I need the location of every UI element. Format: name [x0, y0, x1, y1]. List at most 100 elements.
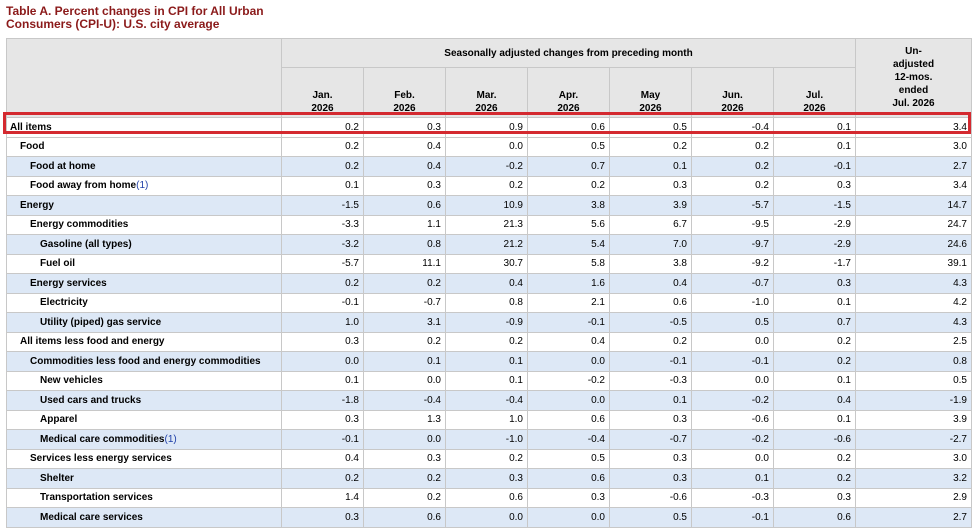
header-month: Feb. 2026 [363, 67, 446, 118]
value-cell: 0.6 [527, 468, 610, 489]
value-cell: 14.7 [855, 195, 972, 216]
header-stub [6, 38, 282, 118]
value-cell: -0.6 [609, 487, 692, 508]
value-cell: 0.2 [281, 273, 364, 294]
value-cell: 39.1 [855, 253, 972, 274]
value-cell: 0.6 [363, 195, 446, 216]
value-cell: -1.5 [773, 195, 856, 216]
table-row: Energy services 0.2 0.2 0.4 1.6 0.4 -0.7 0.3 4.3 [6, 273, 972, 294]
value-cell: -2.9 [773, 234, 856, 255]
value-cell: 0.3 [363, 448, 446, 469]
table-row: Utility (piped) gas service 1.0 3.1 -0.9 -0.… [6, 312, 972, 333]
value-cell: 4.3 [855, 312, 972, 333]
value-cell: -0.3 [691, 487, 774, 508]
table-row: Commodities less food and energy commodi… [6, 351, 972, 372]
footnote-link[interactable]: (1) [164, 433, 177, 445]
value-cell: 0.0 [527, 351, 610, 372]
row-label: Transportation services [6, 487, 282, 508]
value-cell: 0.3 [609, 175, 692, 196]
table-row: Food away from home(1) 0.1 0.3 0.2 0.2 0.3 0.2… [6, 175, 972, 196]
value-cell: -1.9 [855, 390, 972, 411]
value-cell: 0.2 [609, 331, 692, 352]
value-cell: -0.2 [691, 429, 774, 450]
value-cell: -1.8 [281, 390, 364, 411]
value-cell: 0.6 [445, 487, 528, 508]
value-cell: 0.5 [609, 507, 692, 528]
value-cell: 0.2 [281, 136, 364, 157]
value-cell: 3.8 [609, 253, 692, 274]
value-cell: 0.0 [527, 390, 610, 411]
value-cell: 5.8 [527, 253, 610, 274]
header-month: May 2026 [609, 67, 692, 118]
row-label: Energy services [6, 273, 282, 294]
value-cell: 0.8 [363, 234, 446, 255]
value-cell: 0.6 [527, 117, 610, 138]
row-label: Services less energy services [6, 448, 282, 469]
value-cell: 0.1 [281, 175, 364, 196]
value-cell: 3.9 [855, 409, 972, 430]
row-label: Food away from home(1) [6, 175, 282, 196]
value-cell: 3.9 [609, 195, 692, 216]
value-cell: 0.0 [691, 448, 774, 469]
value-cell: -0.3 [609, 370, 692, 391]
value-cell: -0.7 [691, 273, 774, 294]
value-cell: 1.3 [363, 409, 446, 430]
value-cell: 24.6 [855, 234, 972, 255]
header-month: Mar. 2026 [445, 67, 528, 118]
value-cell: 0.2 [281, 156, 364, 177]
header-month: Jan. 2026 [281, 67, 364, 118]
value-cell: 6.7 [609, 214, 692, 235]
value-cell: -1.0 [445, 429, 528, 450]
row-label: Medical care services [6, 507, 282, 528]
row-label: Electricity [6, 292, 282, 313]
value-cell: -0.7 [609, 429, 692, 450]
value-cell: 5.4 [527, 234, 610, 255]
value-cell: 0.6 [773, 507, 856, 528]
row-label: Apparel [6, 409, 282, 430]
value-cell: 11.1 [363, 253, 446, 274]
value-cell: 0.2 [527, 175, 610, 196]
header-unadjusted: Un- adjusted 12-mos. ended Jul. 2026 [855, 38, 972, 118]
value-cell: 0.1 [773, 409, 856, 430]
value-cell: 1.1 [363, 214, 446, 235]
header-month: Jul. 2026 [773, 67, 856, 118]
header-month: Jun. 2026 [691, 67, 774, 118]
table-row: Medical care commodities(1) -0.1 0.0 -1.0 -0… [6, 429, 972, 450]
value-cell: -0.4 [445, 390, 528, 411]
row-label: Utility (piped) gas service [6, 312, 282, 333]
value-cell: 0.3 [363, 117, 446, 138]
value-cell: -0.2 [445, 156, 528, 177]
value-cell: 0.5 [527, 136, 610, 157]
value-cell: 0.4 [363, 136, 446, 157]
table-row: Transportation services 1.4 0.2 0.6 0.3 -0.6-… [6, 487, 972, 508]
value-cell: -0.7 [363, 292, 446, 313]
value-cell: 0.2 [363, 487, 446, 508]
row-label: Energy [6, 195, 282, 216]
value-cell: 0.3 [609, 468, 692, 489]
footnote-link[interactable]: (1) [136, 180, 149, 192]
value-cell: 0.8 [445, 292, 528, 313]
table-row: Services less energy services 0.4 0.3 0.2 0.… [6, 448, 972, 469]
value-cell: -0.6 [773, 429, 856, 450]
value-cell: 0.5 [527, 448, 610, 469]
value-cell: 0.3 [609, 448, 692, 469]
value-cell: 2.1 [527, 292, 610, 313]
table-row: Energy commodities -3.3 1.1 21.3 5.6 6.7 -9.5-… [6, 214, 972, 235]
value-cell: -0.6 [691, 409, 774, 430]
value-cell: -5.7 [691, 195, 774, 216]
row-label: Food at home [6, 156, 282, 177]
row-label: New vehicles [6, 370, 282, 391]
value-cell: 0.3 [773, 273, 856, 294]
value-cell: 0.0 [445, 136, 528, 157]
header-group-label: Seasonally adjusted changes from precedi… [281, 38, 856, 68]
value-cell: 0.7 [527, 156, 610, 177]
value-cell: -0.2 [691, 390, 774, 411]
value-cell: -0.1 [527, 312, 610, 333]
table-row: New vehicles 0.1 0.0 0.1 -0.2 -0.3 0.0 0.1 0.5 [6, 370, 972, 391]
value-cell: 0.2 [445, 331, 528, 352]
value-cell: 0.1 [773, 136, 856, 157]
value-cell: 4.2 [855, 292, 972, 313]
row-label: Gasoline (all types) [6, 234, 282, 255]
table-title-line-2: Consumers (CPI-U): U.S. city average [6, 17, 220, 31]
value-cell: 21.3 [445, 214, 528, 235]
